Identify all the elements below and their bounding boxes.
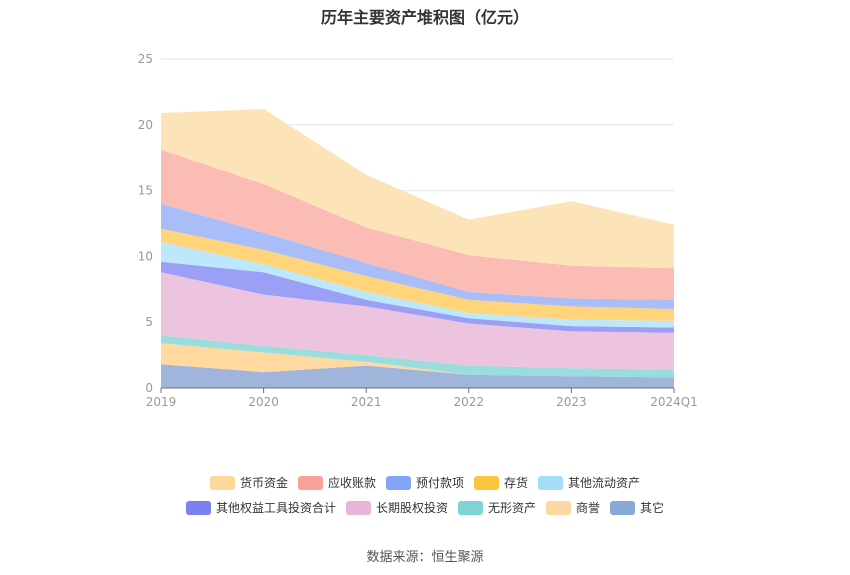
y-tick-label: 10	[138, 249, 153, 263]
legend-row-1: 货币资金 应收账款 预付款项 存货 其他流动资产	[0, 474, 850, 491]
legend-label: 预付款项	[415, 476, 464, 490]
legend-swatch	[385, 475, 411, 490]
legend-swatch	[185, 500, 211, 515]
chart-title: 历年主要资产堆积图（亿元）	[320, 8, 529, 27]
legend-label: 无形资产	[487, 501, 536, 515]
legend-label: 其它	[640, 501, 665, 515]
legend-item[interactable]: 无形资产	[457, 499, 536, 516]
legend-row-2: 其他权益工具投资合计 长期股权投资 无形资产 商誉 其它	[0, 499, 850, 516]
area-其它	[161, 364, 674, 388]
x-tick-label: 2021	[351, 395, 382, 409]
legend-swatch	[610, 500, 636, 515]
y-tick-label: 15	[138, 184, 153, 198]
y-tick-label: 5	[145, 315, 153, 329]
legend-label: 其他流动资产	[568, 476, 641, 490]
y-tick-label: 20	[138, 118, 153, 132]
area-series	[161, 109, 674, 388]
x-tick-label: 2019	[146, 395, 177, 409]
legend-item[interactable]: 商誉	[546, 499, 600, 516]
legend-swatch	[345, 500, 371, 515]
legend-swatch	[546, 500, 571, 515]
area-应收账款	[161, 149, 674, 300]
area-存货	[161, 228, 674, 321]
legend-label: 应收账款	[327, 476, 376, 490]
legend-swatch	[457, 500, 483, 515]
area-商誉	[161, 343, 674, 378]
x-tick-label: 2020	[248, 395, 279, 409]
x-tick-label: 2024Q1	[650, 395, 698, 409]
legend-swatch	[474, 475, 499, 490]
legend-label: 商誉	[576, 501, 601, 515]
legend-item[interactable]: 预付款项	[385, 474, 464, 491]
legend-swatch	[209, 475, 235, 490]
legend-item[interactable]: 长期股权投资	[345, 499, 448, 516]
x-tick-label: 2023	[556, 395, 587, 409]
legend-item[interactable]: 其他流动资产	[538, 474, 640, 491]
area-其他权益工具投资合计	[161, 261, 674, 333]
axes: 0 5 10 15 20 25 2019 2020 2021 2022 2023 2024Q1	[138, 52, 698, 409]
y-tick-label: 0	[145, 381, 153, 395]
legend-swatch	[297, 475, 323, 490]
area-无形资产	[161, 335, 674, 378]
legend-label: 长期股权投资	[375, 501, 448, 515]
legend-swatch	[538, 475, 564, 490]
legend-label: 其他权益工具投资合计	[215, 501, 336, 515]
legend-label: 货币资金	[239, 476, 288, 490]
legend-item[interactable]: 应收账款	[297, 474, 376, 491]
y-tick-label: 25	[138, 52, 153, 66]
source-note: 数据来源：恒生聚源	[366, 550, 484, 565]
area-货币资金	[161, 109, 674, 269]
legend-item[interactable]: 其它	[610, 499, 664, 516]
area-长期股权投资	[161, 272, 674, 370]
legend-item[interactable]: 货币资金	[209, 474, 288, 491]
legend-item[interactable]: 其他权益工具投资合计	[185, 499, 336, 516]
legend-label: 存货	[504, 476, 529, 490]
legend-item[interactable]: 存货	[474, 474, 528, 491]
x-tick-label: 2022	[454, 395, 485, 409]
